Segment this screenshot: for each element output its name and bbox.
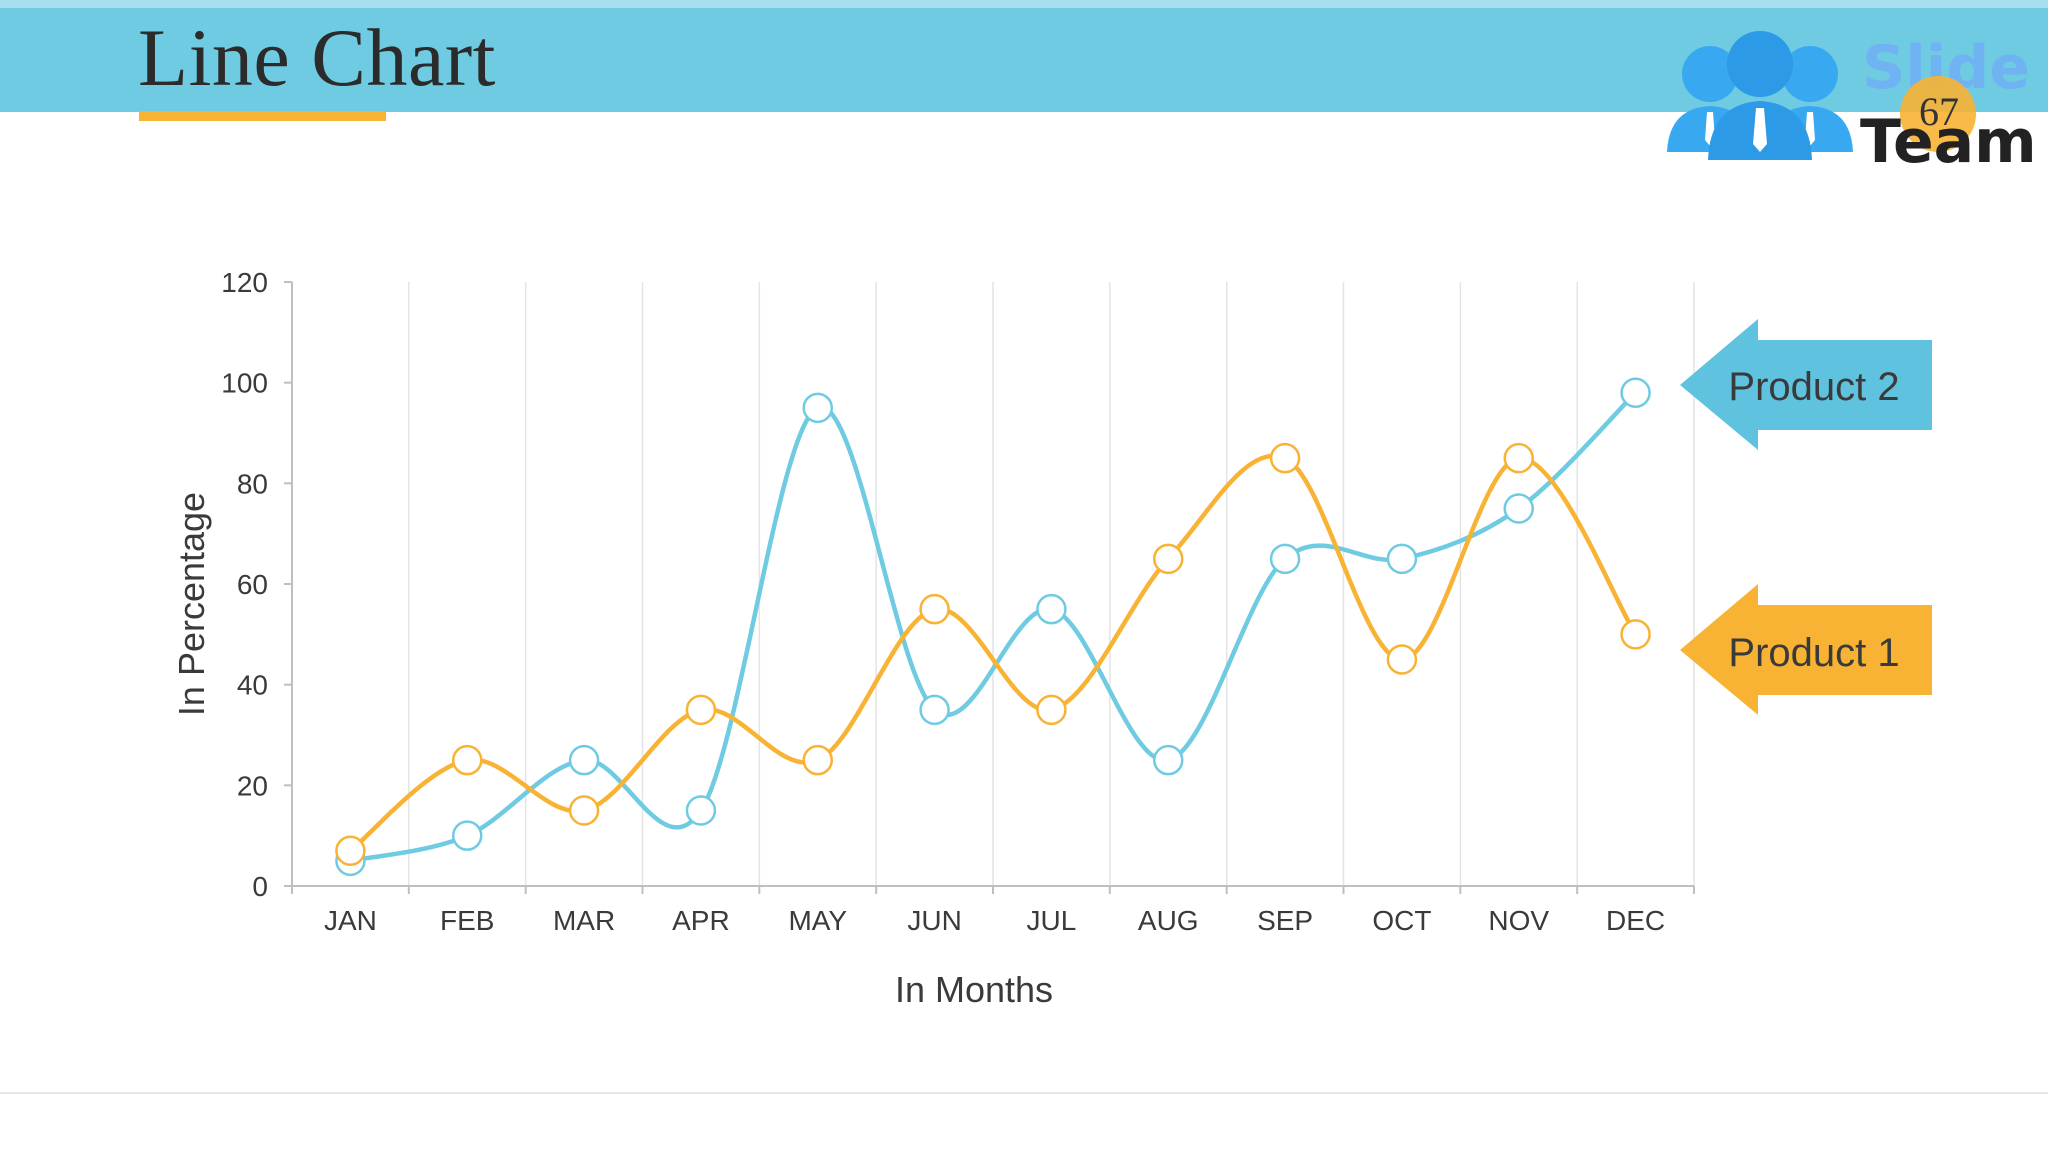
x-tick-label: JUL — [1027, 905, 1077, 936]
product1-point — [452, 744, 483, 776]
x-tick-label: AUG — [1138, 905, 1199, 936]
logo-team-text: Team — [1860, 107, 2037, 172]
chart-series — [335, 377, 1651, 877]
y-tick-label: 40 — [237, 670, 268, 701]
product2-point — [452, 820, 483, 851]
product1-callout: Product 1 — [1680, 584, 1932, 715]
product2-point — [1153, 744, 1184, 776]
product2-point — [919, 694, 950, 726]
x-tick-label: APR — [672, 905, 730, 936]
product1-point — [335, 835, 366, 867]
product1-point — [1386, 644, 1418, 675]
product2-point — [1269, 543, 1301, 575]
product1-callout-label: Product 1 — [1728, 631, 1899, 675]
people-group-icon — [1667, 31, 1853, 160]
product2-callout-label: Product 2 — [1728, 365, 1899, 409]
product2-point — [1503, 493, 1534, 524]
slideteam-logo: Slide Team — [1667, 31, 2037, 172]
product2-point — [1036, 593, 1067, 625]
product1-series — [335, 442, 1651, 867]
product2-point — [568, 744, 600, 776]
y-tick-label: 60 — [237, 569, 268, 600]
x-tick-label: DEC — [1606, 905, 1665, 936]
product2-callout: Product 2 — [1680, 319, 1932, 450]
y-tick-labels: 0 20 40 60 80 100 120 — [221, 267, 268, 902]
title-underline — [139, 111, 386, 121]
x-tick-labels: JAN FEB MAR APR MAY JUN JUL AUG SEP OCT NOV DEC — [324, 905, 1665, 936]
x-tick-label: JUN — [907, 905, 961, 936]
product1-point — [1153, 543, 1184, 575]
x-tick-label: FEB — [440, 905, 494, 936]
x-tick-label: MAR — [553, 905, 615, 936]
header-top-accent — [0, 0, 2048, 8]
y-tick-label: 0 — [252, 871, 268, 902]
chart-gridlines — [408, 282, 1695, 886]
slide-number-badge — [1900, 76, 1976, 152]
x-tick-label: NOV — [1488, 905, 1549, 936]
product2-point — [1386, 543, 1418, 575]
product2-point — [1620, 377, 1651, 408]
product1-point — [1269, 442, 1301, 474]
product1-point — [1036, 694, 1067, 726]
x-tick-label: JAN — [324, 905, 377, 936]
bottom-rule — [0, 1092, 2048, 1094]
product1-point — [685, 694, 717, 726]
product2-point — [685, 795, 717, 826]
x-tick-label: MAY — [788, 905, 847, 936]
y-tick-label: 120 — [221, 267, 268, 298]
product2-point — [802, 392, 833, 424]
product1-point — [1503, 442, 1534, 474]
chart-axes — [284, 281, 1695, 894]
product1-point — [802, 744, 833, 776]
product1-point — [1620, 619, 1651, 650]
y-axis-title: In Percentage — [171, 492, 212, 716]
y-tick-label: 20 — [237, 770, 268, 801]
slide-number: 67 — [1919, 89, 1959, 134]
x-axis-title: In Months — [895, 969, 1053, 1010]
product1-point — [919, 593, 950, 625]
x-tick-label: SEP — [1257, 905, 1313, 936]
product1-point — [568, 795, 600, 826]
x-tick-label: OCT — [1372, 905, 1431, 936]
y-tick-label: 80 — [237, 468, 268, 499]
y-tick-label: 100 — [221, 368, 268, 399]
page-title: Line Chart — [138, 12, 496, 103]
